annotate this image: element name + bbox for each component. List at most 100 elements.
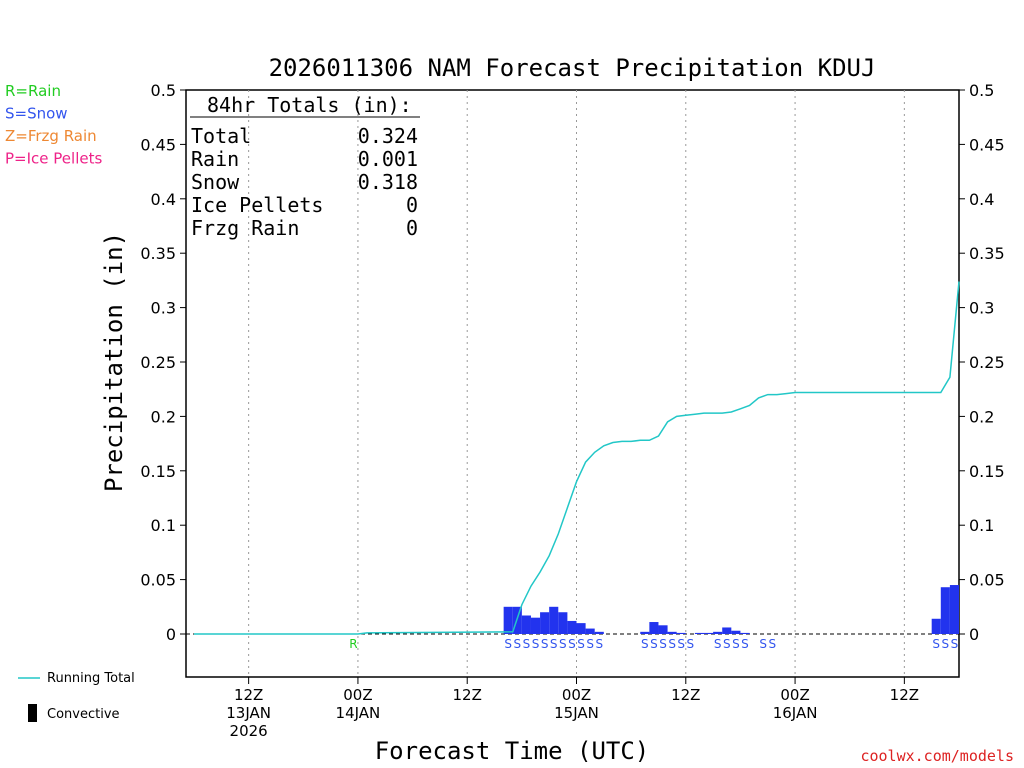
precip-bar: [694, 632, 704, 634]
precip-bar: [713, 631, 723, 634]
precip-bar: [731, 630, 741, 634]
y-tick-label-right: 0.1: [969, 516, 994, 535]
ptype-marker: S: [741, 637, 749, 651]
ptype-marker: S: [568, 637, 576, 651]
precip-bar: [740, 632, 750, 634]
y-tick-label-left: 0.15: [140, 462, 176, 481]
y-axis-label: Precipitation (in): [100, 232, 128, 492]
ptype-marker: R: [349, 637, 357, 651]
precip-bar: [722, 627, 732, 634]
x-tick-label: 12Z: [234, 686, 263, 704]
precip-bar: [549, 606, 559, 634]
precip-bar: [658, 625, 668, 634]
y-axis-left-ticks: 0 0.05 0.1 0.15 0.2 0.25 0.3 0.35 0.4 0.45 0.5: [140, 81, 186, 644]
precip-bar: [949, 585, 959, 634]
x-tick-label: 15JAN: [554, 704, 599, 722]
x-tick-label: 00Z: [780, 686, 809, 704]
ptype-marker: S: [559, 637, 567, 651]
y-axis-right-ticks: 0 0.05 0.1 0.15 0.2 0.25 0.3 0.35 0.4 0.45 0.5: [959, 81, 1005, 644]
ptype-marker: S: [504, 637, 512, 651]
totals-row-value: 0.324: [358, 124, 418, 148]
ptype-marker: S: [650, 637, 658, 651]
ptype-marker: S: [668, 637, 676, 651]
ptype-legend: R=Rain S=Snow Z=Frzg Rain P=Ice Pellets: [5, 82, 102, 168]
ptype-marker: S: [513, 637, 521, 651]
x-tick-label: 12Z: [453, 686, 482, 704]
precip-bars: [503, 585, 959, 634]
precip-bar: [704, 632, 714, 634]
ptype-marker: S: [687, 637, 695, 651]
precip-bar: [649, 622, 659, 634]
y-tick-label-left: 0.35: [140, 244, 176, 263]
y-tick-label-left: 0.5: [151, 81, 176, 100]
precip-bar: [567, 620, 577, 634]
y-tick-label-left: 0.25: [140, 353, 176, 372]
ptype-legend-item: P=Ice Pellets: [5, 150, 102, 168]
precip-bar: [676, 632, 686, 634]
ptype-marker: S: [577, 637, 585, 651]
x-tick-label: 00Z: [343, 686, 372, 704]
ptype-marker: S: [659, 637, 667, 651]
totals-row-label: Frzg Rain: [191, 216, 299, 240]
totals-box: 84hr Totals (in): Total 0.324 Rain 0.001 Sno…: [190, 93, 420, 240]
running-total-line: [194, 281, 960, 635]
ptype-legend-item: Z=Frzg Rain: [5, 127, 97, 145]
y-tick-label-left: 0.1: [151, 516, 176, 535]
precip-bar: [667, 631, 677, 634]
precip-bar: [540, 612, 550, 634]
ptype-marker: S: [768, 637, 776, 651]
chart-title: 2026011306 NAM Forecast Precipitation KD…: [269, 54, 876, 82]
totals-row-value: 0.318: [358, 170, 418, 194]
y-tick-label-right: 0.4: [969, 190, 994, 209]
ptype-marker: S: [677, 637, 685, 651]
x-tick-label: 14JAN: [336, 704, 381, 722]
x-tick-label: 16JAN: [773, 704, 818, 722]
precip-bar: [576, 623, 586, 634]
y-tick-label-left: 0.3: [151, 299, 176, 318]
ptype-marker: S: [641, 637, 649, 651]
y-tick-label-left: 0.2: [151, 407, 176, 426]
ptype-marker: S: [550, 637, 558, 651]
totals-header: 84hr Totals (in):: [207, 93, 412, 117]
ptype-marker: S: [541, 637, 549, 651]
totals-row-label: Ice Pellets: [191, 193, 323, 217]
ptype-legend-item: R=Rain: [5, 82, 61, 100]
convective-legend-swatch: [28, 704, 37, 722]
y-tick-label-left: 0: [166, 625, 176, 644]
y-tick-label-right: 0.45: [969, 135, 1005, 154]
series-legend: Running Total Convective: [18, 671, 135, 722]
totals-row-value: 0.001: [358, 147, 418, 171]
precip-bar: [558, 612, 568, 634]
precip-bar: [940, 587, 950, 634]
x-tick-label: 12Z: [671, 686, 700, 704]
x-tick-label: 13JAN: [226, 704, 271, 722]
totals-row-label: Rain: [191, 147, 239, 171]
y-tick-label-left: 0.05: [140, 571, 176, 590]
ptype-marker: S: [532, 637, 540, 651]
totals-row-label: Snow: [191, 170, 240, 194]
precip-bar: [594, 631, 604, 634]
y-tick-label-right: 0.05: [969, 571, 1005, 590]
ptype-marker: S: [732, 637, 740, 651]
y-tick-label-right: 0.15: [969, 462, 1005, 481]
x-axis-label: Forecast Time (UTC): [375, 737, 650, 765]
y-tick-label-right: 0: [969, 625, 979, 644]
totals-row-value: 0: [406, 193, 418, 217]
y-tick-label-right: 0.35: [969, 244, 1005, 263]
y-tick-label-left: 0.45: [140, 135, 176, 154]
x-tick-label: 12Z: [890, 686, 919, 704]
convective-legend-label: Convective: [47, 707, 120, 722]
totals-row-value: 0: [406, 216, 418, 240]
y-tick-label-right: 0.3: [969, 299, 994, 318]
ptype-marker: S: [951, 637, 959, 651]
precip-bar: [931, 618, 941, 634]
precip-bar: [503, 606, 513, 634]
y-tick-label-right: 0.2: [969, 407, 994, 426]
ptype-marker: S: [759, 637, 767, 651]
plot-frame: [185, 89, 960, 678]
x-gridlines: [248, 90, 905, 677]
ptype-marker: S: [523, 637, 531, 651]
precip-bar: [585, 628, 595, 634]
